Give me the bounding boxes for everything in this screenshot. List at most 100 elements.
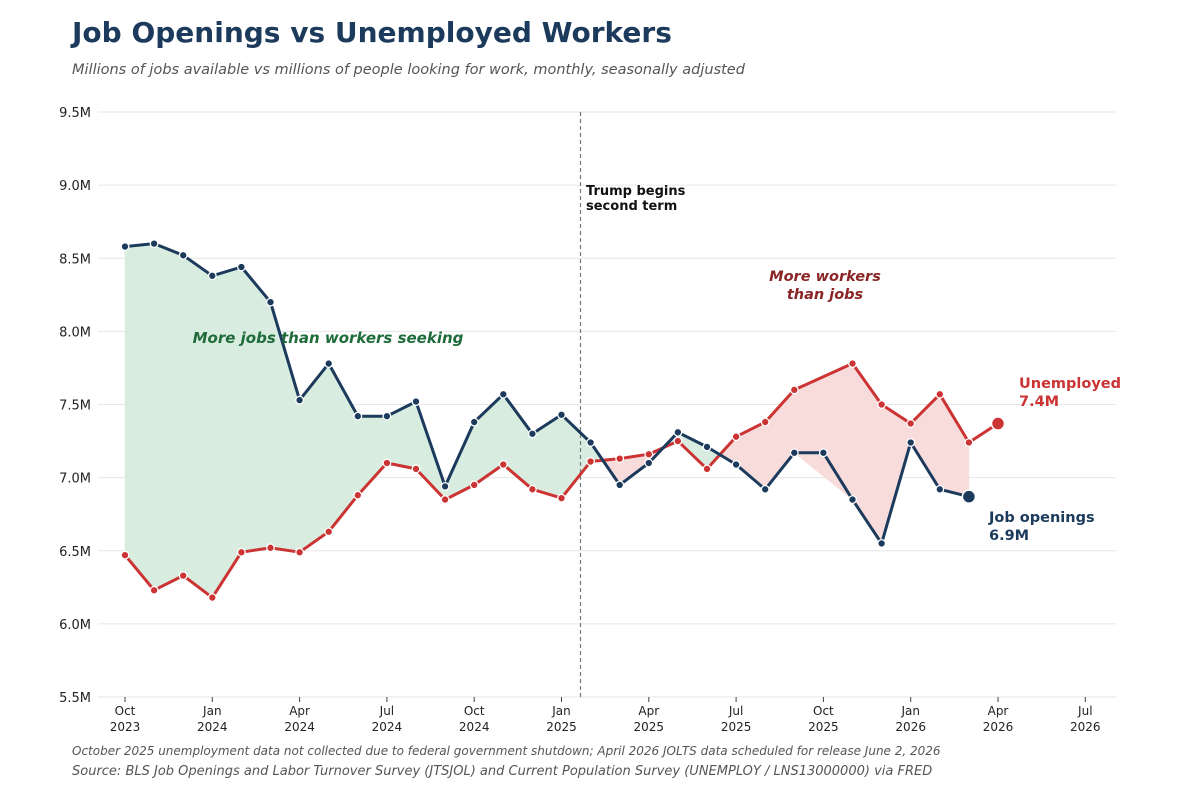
openings-point xyxy=(120,242,130,251)
unemployed-point xyxy=(382,458,392,468)
openings-point xyxy=(789,448,799,458)
annotation-more-workers-line2: than jobs xyxy=(787,287,864,303)
unemployed-point xyxy=(702,464,712,474)
x-tick-label-month: Oct xyxy=(464,704,485,718)
x-tick-label-month: Jul xyxy=(728,704,743,718)
unemployed-point xyxy=(731,432,741,442)
openings-point xyxy=(731,460,741,469)
gap-fill-areas xyxy=(124,243,970,599)
fill-more-jobs xyxy=(299,362,330,553)
fill-more-workers xyxy=(939,393,970,497)
x-tick-label-month: Jan xyxy=(900,704,920,718)
openings-end-point xyxy=(961,489,977,504)
fill-more-jobs xyxy=(386,401,417,470)
y-tick-label: 5.5M xyxy=(59,691,91,706)
chart: 5.5M 6.0M 6.5M 7.0M 7.5M 8.0M 8.5M 9.0M 9.5M Oct… xyxy=(59,106,1121,734)
y-tick-label: 7.0M xyxy=(59,472,91,487)
x-tick-label-year: 2025 xyxy=(721,720,752,734)
annotation-more-jobs: More jobs than workers seeking xyxy=(193,329,464,347)
x-tick-label-year: 2026 xyxy=(983,720,1014,734)
unemployed-point xyxy=(207,593,217,602)
openings-point xyxy=(324,359,334,368)
openings-point xyxy=(178,250,188,260)
unemployed-point xyxy=(935,389,945,399)
fill-more-jobs xyxy=(153,243,184,591)
unemployed-point xyxy=(149,585,159,595)
openings-end-label-line2: 6.9M xyxy=(989,528,1029,544)
unemployed-point xyxy=(324,527,334,537)
x-tick-label-month: Jan xyxy=(202,704,222,718)
openings-point xyxy=(207,271,217,281)
unemployed-point xyxy=(673,436,683,446)
openings-point xyxy=(906,438,916,447)
x-tick-label-year: 2024 xyxy=(372,720,403,734)
unemployed-end-point xyxy=(990,416,1006,431)
unemployed-point xyxy=(615,454,625,464)
annotations: Trump begins second term More jobs than … xyxy=(193,184,1121,544)
fill-more-jobs xyxy=(357,415,388,496)
openings-line xyxy=(123,242,971,545)
fill-more-jobs xyxy=(124,243,155,592)
unemployed-point xyxy=(353,490,363,500)
openings-point xyxy=(615,480,625,490)
unemployed-point xyxy=(789,385,799,395)
unemployed-point xyxy=(236,547,246,557)
openings-point xyxy=(586,438,596,447)
unemployed-point xyxy=(120,550,130,560)
unemployed-point xyxy=(498,460,508,469)
x-tick-label-year: 2026 xyxy=(1070,720,1101,734)
openings-point xyxy=(149,239,159,249)
page-subtitle: Millions of jobs available vs millions o… xyxy=(72,62,745,78)
openings-point xyxy=(527,429,537,439)
y-tick-label: 9.0M xyxy=(59,179,91,194)
series-lines xyxy=(123,242,1000,600)
openings-point xyxy=(702,442,712,452)
unemployed-point xyxy=(527,484,537,494)
openings-point xyxy=(440,481,450,491)
openings-point xyxy=(266,297,275,307)
x-tick-label-year: 2025 xyxy=(634,720,665,734)
openings-point xyxy=(818,448,828,458)
x-tick-label-year: 2024 xyxy=(197,720,228,734)
openings-end-label-line1: Job openings xyxy=(988,510,1095,526)
x-tick-label-year: 2023 xyxy=(110,720,141,734)
openings-point xyxy=(877,538,887,548)
y-axis-ticks: 5.5M 6.0M 6.5M 7.0M 7.5M 8.0M 8.5M 9.0M 9.5M xyxy=(59,106,91,706)
unemployed-end-label-line2: 7.4M xyxy=(1019,394,1059,410)
fill-more-workers xyxy=(793,363,853,501)
openings-point xyxy=(353,411,363,421)
y-tick-label: 6.0M xyxy=(59,618,91,633)
fill-more-jobs xyxy=(212,266,242,599)
x-tick-label-month: Apr xyxy=(988,704,1009,718)
unemployed-point xyxy=(266,543,275,553)
y-tick-label: 8.5M xyxy=(59,252,91,267)
source-note: Source: BLS Job Openings and Labor Turno… xyxy=(72,764,933,779)
x-tick-label-year: 2025 xyxy=(546,720,577,734)
x-axis-ticks: Oct 2023 Jan 2024 Apr 2024 Jul 2024 Oct 2024 Jan 20… xyxy=(110,697,1101,734)
openings-point xyxy=(848,495,857,505)
unemployed-point xyxy=(411,464,421,474)
x-tick-label-year: 2026 xyxy=(895,720,926,734)
y-tick-label: 8.0M xyxy=(59,325,91,340)
x-tick-label-year: 2025 xyxy=(808,720,839,734)
openings-point xyxy=(411,397,421,407)
openings-point xyxy=(644,458,654,468)
x-tick-label-year: 2024 xyxy=(284,720,315,734)
y-tick-label: 6.5M xyxy=(59,545,91,560)
unemployed-point xyxy=(644,449,654,459)
unemployed-point xyxy=(877,400,887,409)
x-tick-label-month: Oct xyxy=(813,704,834,718)
unemployed-point xyxy=(760,417,770,427)
fill-more-jobs xyxy=(182,254,213,599)
event-label-line2: second term xyxy=(586,199,677,214)
fill-more-workers xyxy=(852,362,882,545)
y-tick-label: 7.5M xyxy=(59,399,91,414)
unemployed-point xyxy=(964,438,974,447)
openings-point xyxy=(469,417,479,427)
page-title: Job Openings vs Unemployed Workers xyxy=(72,16,672,49)
series-points xyxy=(120,239,1006,602)
unemployed-end-label-line1: Unemployed xyxy=(1019,376,1121,392)
x-tick-label-month: Jan xyxy=(551,704,571,718)
openings-point xyxy=(673,427,683,437)
fill-more-workers xyxy=(881,403,912,544)
